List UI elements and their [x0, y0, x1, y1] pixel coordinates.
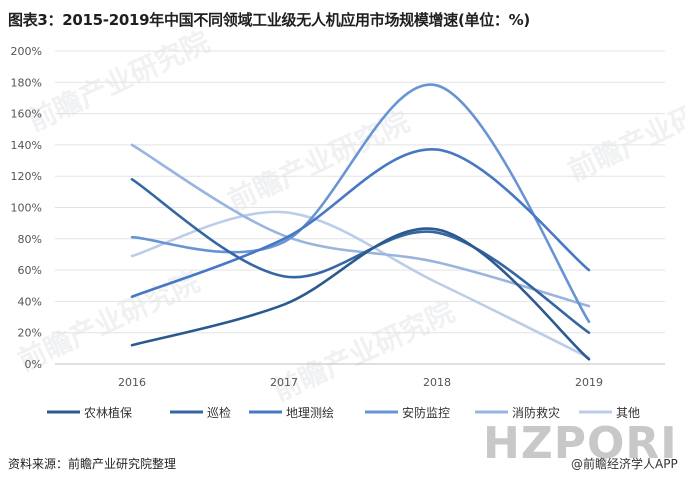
series-line [130, 178, 591, 334]
legend-label: 地理测绘 [286, 405, 334, 420]
x-tick-label: 2017 [270, 376, 298, 389]
series-line [130, 148, 591, 299]
x-tick-label: 2019 [575, 376, 603, 389]
y-tick-label: 200% [11, 45, 42, 58]
y-tick-label: 180% [11, 76, 42, 89]
y-tick-label: 0% [25, 358, 42, 371]
chart-title: 图表3：2015-2019年中国不同领域工业级无人机应用市场规模增速(单位：%) [8, 11, 530, 29]
y-tick-label: 80% [18, 233, 42, 246]
series-line [130, 143, 591, 308]
x-tick-label: 2018 [423, 376, 451, 389]
legend-label: 巡检 [207, 405, 231, 420]
series-line [130, 83, 591, 324]
brand-subtitle: @前瞻经济学人APP [571, 457, 678, 471]
y-tick-label: 40% [18, 295, 42, 308]
brand-logo: HZPORI [483, 418, 678, 469]
y-tick-label: 140% [11, 139, 42, 152]
x-tick-label: 2016 [118, 376, 146, 389]
y-tick-label: 20% [18, 327, 42, 340]
y-tick-label: 160% [11, 108, 42, 121]
y-tick-label: 120% [11, 170, 42, 183]
series-line [130, 210, 591, 360]
legend-label: 消防救灾 [512, 405, 560, 420]
series-line [130, 227, 591, 361]
source-note: 资料来源：前瞻产业研究院整理 [8, 457, 177, 471]
legend-label: 农林植保 [84, 405, 132, 420]
y-tick-label: 100% [11, 202, 42, 215]
y-tick-label: 60% [18, 264, 42, 277]
legend-label: 安防监控 [402, 405, 450, 420]
legend-label: 其他 [616, 406, 640, 420]
